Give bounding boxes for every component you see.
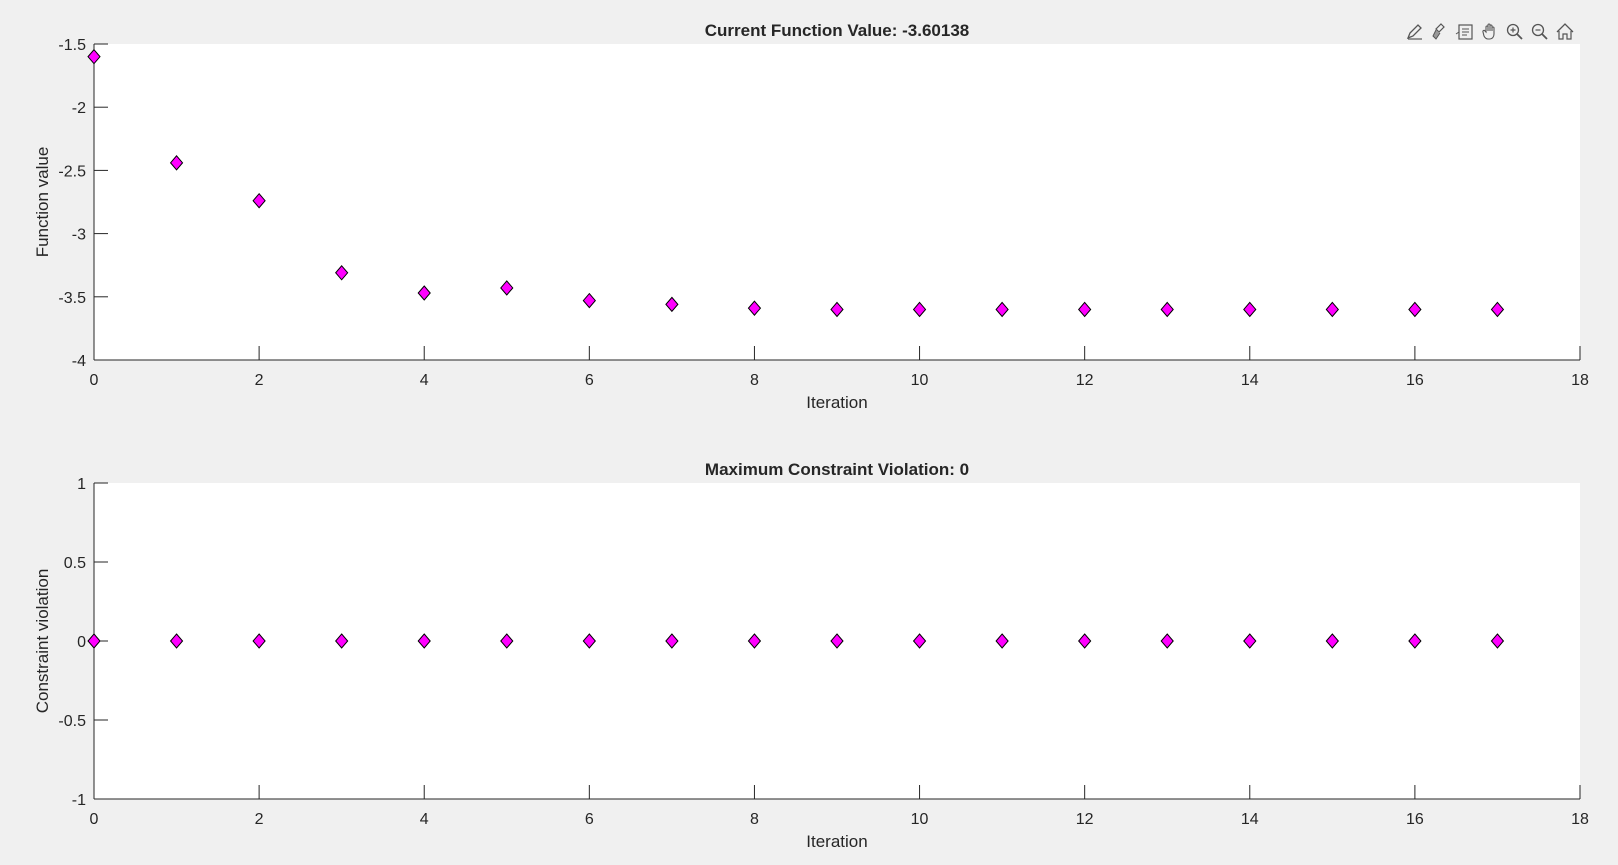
data-point <box>1490 301 1505 318</box>
y-tick-label: -1.5 <box>58 37 86 54</box>
y-tick-label: 1 <box>77 476 86 493</box>
y-tick-label: -4 <box>72 353 86 370</box>
x-tick-label: 0 <box>90 811 99 828</box>
data-point <box>1408 633 1422 649</box>
edit-plot-button[interactable] <box>1404 21 1426 43</box>
axes-toolbar <box>1404 19 1576 45</box>
data-point <box>1325 301 1339 318</box>
y-tick-label: -3 <box>72 227 86 244</box>
brush-button[interactable] <box>1429 21 1451 43</box>
data-point <box>747 300 762 316</box>
zoom-out-button[interactable] <box>1529 21 1551 43</box>
brush-icon <box>1432 23 1445 40</box>
axes-title: Current Function Value: -3.60138 <box>705 21 970 40</box>
data-point <box>87 48 101 65</box>
data-point <box>995 633 1009 649</box>
data-point <box>582 292 596 309</box>
y-tick-label: -1 <box>72 792 86 809</box>
y-axis-label: Constraint violation <box>33 569 52 714</box>
y-tick-label: -3.5 <box>58 290 86 307</box>
data-tips-icon <box>1455 24 1473 40</box>
y-tick-label: -0.5 <box>58 713 86 730</box>
data-point <box>252 192 266 209</box>
data-point <box>252 633 266 649</box>
x-tick-label: 8 <box>750 372 759 389</box>
x-tick-label: 14 <box>1241 372 1259 389</box>
x-tick-label: 12 <box>1076 372 1094 389</box>
data-point <box>665 633 679 649</box>
data-point <box>87 633 101 649</box>
zoom-in-icon <box>1506 23 1523 40</box>
x-tick-label: 14 <box>1241 811 1259 828</box>
x-tick-label: 2 <box>255 372 264 389</box>
x-tick-label: 2 <box>255 811 264 828</box>
data-point <box>417 285 431 301</box>
data-point <box>582 633 596 649</box>
edit-plot-icon <box>1406 24 1422 40</box>
data-point <box>500 633 514 649</box>
data-point <box>1160 301 1174 318</box>
pan-button[interactable] <box>1479 21 1501 43</box>
x-tick-label: 0 <box>90 372 99 389</box>
x-tick-label: 4 <box>420 372 429 389</box>
x-tick-label: 12 <box>1076 811 1094 828</box>
data-point <box>169 155 184 171</box>
y-axis-label: Function value <box>33 147 52 258</box>
y-tick-label: 0 <box>77 634 86 651</box>
data-point <box>995 301 1009 318</box>
data-point <box>830 633 844 649</box>
x-tick-label: 18 <box>1571 811 1589 828</box>
y-tick-label: -2 <box>72 100 86 117</box>
data-point <box>912 301 927 318</box>
home-icon <box>1556 23 1574 40</box>
data-point <box>335 265 349 281</box>
axes-constraint-violation[interactable]: 0 2 4 6 8 10 12 14 16 18 1 0.5 0 -0.5 -1 Maximum Constr… <box>33 460 1589 851</box>
data-tips-button[interactable] <box>1454 21 1476 43</box>
y-tick-label: -2.5 <box>58 163 86 180</box>
data-point <box>747 633 762 649</box>
x-tick-label: 10 <box>911 372 929 389</box>
data-point <box>169 633 184 649</box>
data-point <box>912 633 927 649</box>
data-point <box>1408 301 1422 318</box>
x-tick-label: 16 <box>1406 811 1424 828</box>
x-tick-label: 18 <box>1571 372 1589 389</box>
data-point <box>1243 633 1257 649</box>
x-tick-label: 6 <box>585 372 594 389</box>
data-point <box>1325 633 1339 649</box>
data-point <box>1078 633 1092 649</box>
data-point <box>665 296 679 313</box>
data-point <box>1490 633 1505 649</box>
x-tick-label: 4 <box>420 811 429 828</box>
home-button[interactable] <box>1554 21 1576 43</box>
data-point <box>1078 301 1092 318</box>
x-tick-label: 16 <box>1406 372 1424 389</box>
data-point <box>417 633 431 649</box>
axes-title: Maximum Constraint Violation: 0 <box>705 460 969 479</box>
data-point <box>335 633 349 649</box>
data-point <box>830 301 844 318</box>
x-axis-label: Iteration <box>806 832 867 851</box>
pan-icon <box>1482 23 1495 40</box>
y-tick-label: 0.5 <box>64 555 86 572</box>
x-tick-label: 8 <box>750 811 759 828</box>
data-point <box>500 280 514 296</box>
axes-function-value[interactable]: 0 2 4 6 8 10 12 14 16 18 -1.5 -2 -2.5 -3 -3.5 -4 Current… <box>33 21 1589 412</box>
zoom-out-icon <box>1531 23 1548 40</box>
x-tick-label: 6 <box>585 811 594 828</box>
zoom-in-button[interactable] <box>1504 21 1526 43</box>
x-axis-label: Iteration <box>806 393 867 412</box>
data-point <box>1243 301 1257 318</box>
data-point <box>1160 633 1174 649</box>
x-tick-label: 10 <box>911 811 929 828</box>
